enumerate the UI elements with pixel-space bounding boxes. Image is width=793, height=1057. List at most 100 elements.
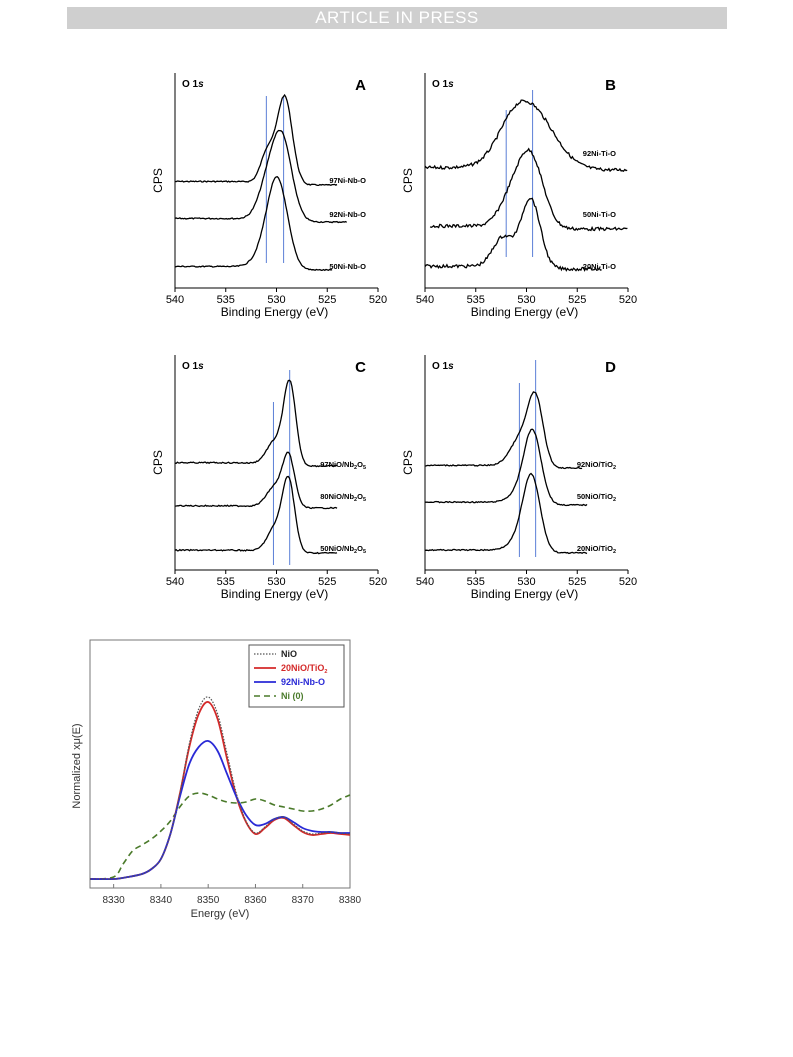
- panel-letter: C: [355, 359, 366, 376]
- sample-label-text: O: [357, 544, 363, 553]
- sample-label: 92Ni-Ti-O: [583, 149, 616, 158]
- plot-frame: [89, 639, 351, 889]
- legend-text: 20NiO/TiO: [281, 663, 324, 673]
- sample-label-text: O: [357, 492, 363, 501]
- legend-label: NiO: [281, 649, 297, 659]
- y-axis-label: CPS: [151, 168, 165, 193]
- spectrum-line: [424, 472, 588, 555]
- legend-text: 92Ni-Nb-O: [281, 677, 325, 687]
- sample-label-text: 80NiO/Nb: [320, 492, 354, 501]
- x-tick-label: 525: [568, 294, 586, 306]
- xps-panel-d: 540 535 530 525 520 Binding Energy (eV) CPS O 1…: [401, 355, 637, 601]
- sample-label-subscript: 2: [613, 497, 616, 503]
- x-tick-label: 530: [267, 576, 285, 588]
- spectrum-line: [174, 93, 338, 187]
- core-level-text: O 1: [182, 79, 199, 90]
- x-tick-label: 520: [619, 576, 637, 588]
- x-axis-label: Binding Energy (eV): [221, 305, 328, 319]
- sample-label-subscript: 2: [354, 549, 357, 555]
- spectrum-line: [174, 475, 338, 555]
- core-level-label: O 1s: [432, 79, 454, 90]
- sample-label-text: 50Ni-Ti-O: [583, 210, 616, 219]
- x-tick-label: 535: [467, 294, 485, 306]
- x-tick-label: 530: [517, 294, 535, 306]
- x-tick-label: 8360: [244, 895, 267, 906]
- x-tick-label: 525: [568, 576, 586, 588]
- sample-label: 50Ni-Nb-O: [329, 262, 366, 271]
- spectrum-line: [424, 197, 602, 272]
- sample-label-subscript: 2: [354, 497, 357, 503]
- x-tick-label: 535: [467, 576, 485, 588]
- core-level-italic: s: [198, 79, 204, 90]
- sample-label: 20NiO/TiO2: [577, 544, 616, 555]
- x-tick-label: 8340: [150, 895, 173, 906]
- legend-text: Ni (0): [281, 691, 304, 701]
- spectrum-line: [424, 391, 583, 470]
- sample-label-subscript: 5: [363, 465, 366, 471]
- sample-label-text: O: [357, 460, 363, 469]
- sample-label-text: 92NiO/TiO: [577, 460, 613, 469]
- sample-label: 97NiO/Nb2O5: [320, 460, 366, 471]
- series-line: [89, 701, 351, 881]
- panel-letter: B: [605, 77, 616, 94]
- sample-label-subscript: 5: [363, 497, 366, 503]
- x-tick-label: 530: [517, 576, 535, 588]
- core-level-text: O 1: [432, 79, 449, 90]
- x-tick-label: 525: [318, 294, 336, 306]
- panel-letter: D: [605, 359, 616, 376]
- spectrum-line: [424, 428, 588, 507]
- y-axis-label: CPS: [401, 450, 415, 475]
- x-tick-label: 8330: [103, 895, 126, 906]
- spectrum-line: [174, 451, 338, 510]
- sample-label: 50NiO/TiO2: [577, 492, 616, 503]
- sample-label: 92Ni-Nb-O: [329, 210, 366, 219]
- y-axis-label: CPS: [151, 450, 165, 475]
- sample-label: 20Ni-Ti-O: [583, 262, 616, 271]
- legend-subscript: 2: [324, 669, 327, 675]
- legend-label: 92Ni-Nb-O: [281, 677, 325, 687]
- sample-label: 50NiO/Nb2O5: [320, 544, 366, 555]
- panel-letter: A: [355, 77, 366, 94]
- core-level-text: O 1: [432, 361, 449, 372]
- spectrum-line: [174, 175, 333, 272]
- sample-label-text: 92Ni-Ti-O: [583, 149, 616, 158]
- x-tick-label: 520: [369, 576, 387, 588]
- xps-panel-a: 540 535 530 525 520 Binding Energy (eV) CPS O 1…: [151, 73, 387, 319]
- spectrum-line: [174, 129, 348, 224]
- x-tick-label: 8370: [292, 895, 315, 906]
- core-level-label: O 1s: [432, 361, 454, 372]
- x-tick-label: 535: [217, 576, 235, 588]
- sample-label-subscript: 2: [354, 465, 357, 471]
- series-line: [89, 696, 351, 880]
- y-axis-label: CPS: [401, 168, 415, 193]
- sample-label-text: 50Ni-Nb-O: [329, 262, 366, 271]
- spectrum-line: [424, 99, 628, 173]
- core-level-text: O 1: [182, 361, 199, 372]
- x-axis-label: Binding Energy (eV): [221, 587, 328, 601]
- legend-label: 20NiO/TiO2: [281, 663, 327, 675]
- x-tick-label: 520: [619, 294, 637, 306]
- core-level-label: O 1s: [182, 79, 204, 90]
- y-axis-label: Normalized xμ(E): [71, 723, 83, 808]
- x-tick-label: 540: [166, 294, 184, 306]
- x-axis-label: Binding Energy (eV): [471, 587, 578, 601]
- series-line: [89, 792, 351, 880]
- sample-label-text: 97Ni-Nb-O: [329, 176, 366, 185]
- x-tick-label: 535: [217, 294, 235, 306]
- sample-label-text: 20Ni-Ti-O: [583, 262, 616, 271]
- x-tick-label: 540: [166, 576, 184, 588]
- xanes-panel: 8330 8340 8350 8360 8370 8380 Energy (eV) Norma…: [71, 639, 362, 920]
- x-tick-label: 8350: [197, 895, 220, 906]
- sample-label: 50Ni-Ti-O: [583, 210, 616, 219]
- spectrum-line: [429, 147, 628, 232]
- sample-label-text: 50NiO/TiO: [577, 492, 613, 501]
- sample-label-subscript: 5: [363, 549, 366, 555]
- sample-label-text: 92Ni-Nb-O: [329, 210, 366, 219]
- sample-label: 92NiO/TiO2: [577, 460, 616, 471]
- sample-label-text: 20NiO/TiO: [577, 544, 613, 553]
- core-level-italic: s: [448, 79, 454, 90]
- x-tick-label: 540: [416, 576, 434, 588]
- sample-label: 97Ni-Nb-O: [329, 176, 366, 185]
